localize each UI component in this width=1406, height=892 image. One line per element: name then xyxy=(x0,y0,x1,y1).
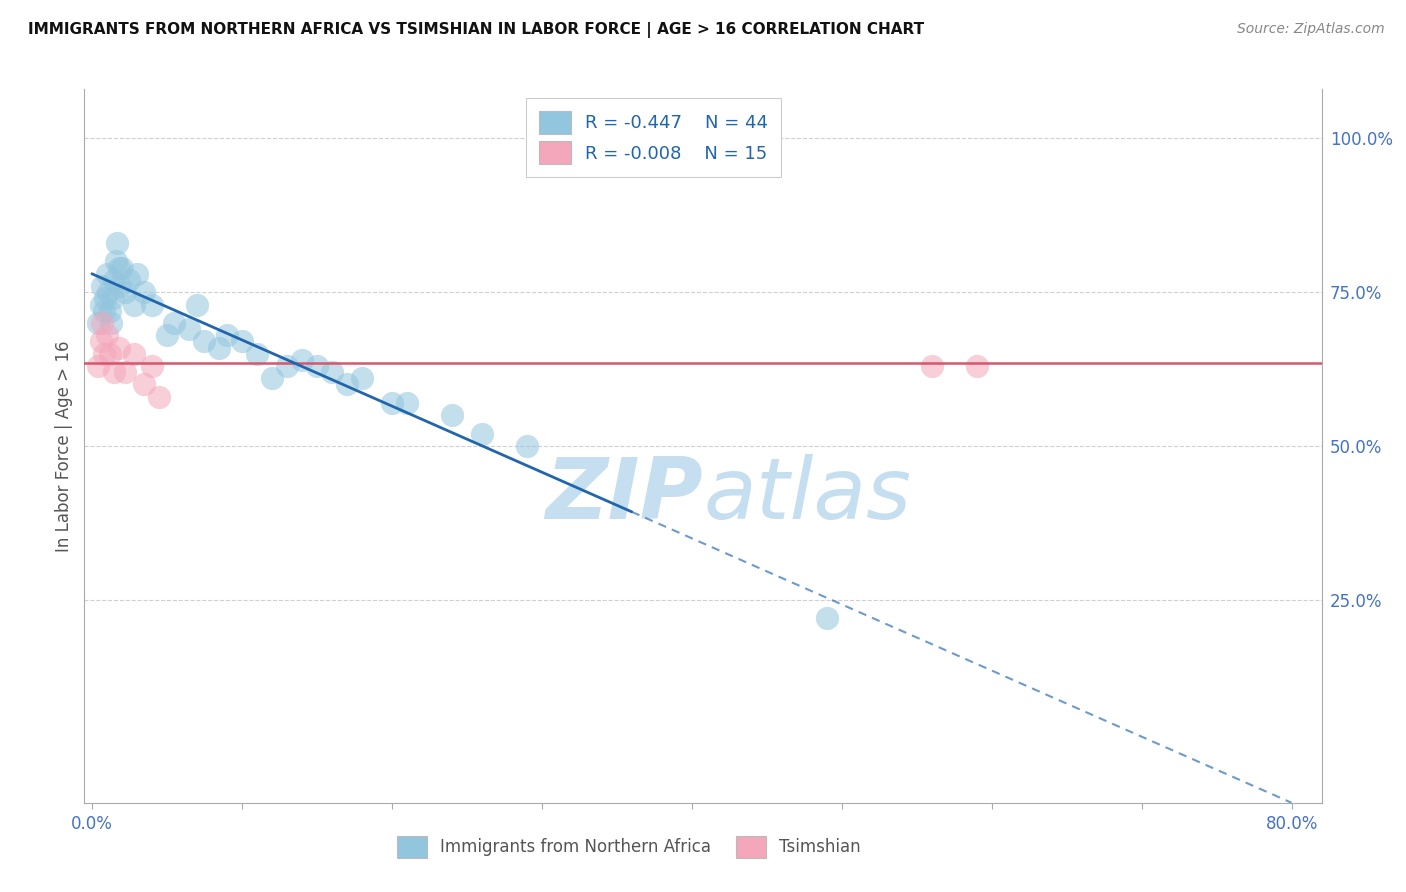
Point xyxy=(125,267,148,281)
Point xyxy=(91,316,114,330)
Point xyxy=(110,279,132,293)
Point xyxy=(208,341,231,355)
Point xyxy=(103,365,125,379)
Point xyxy=(134,377,156,392)
Point xyxy=(100,316,122,330)
Point xyxy=(193,334,215,349)
Text: ZIP: ZIP xyxy=(546,454,703,538)
Point xyxy=(305,359,328,373)
Point xyxy=(108,260,131,275)
Point xyxy=(134,285,156,300)
Text: atlas: atlas xyxy=(703,454,911,538)
Point xyxy=(114,365,136,379)
Point xyxy=(815,611,838,625)
Point xyxy=(108,341,131,355)
Point xyxy=(96,328,118,343)
Point xyxy=(87,316,110,330)
Point xyxy=(101,291,124,305)
Point xyxy=(148,390,170,404)
Point xyxy=(966,359,988,373)
Point xyxy=(94,291,117,305)
Point xyxy=(336,377,359,392)
Point xyxy=(381,396,404,410)
Point xyxy=(471,426,494,441)
Text: IMMIGRANTS FROM NORTHERN AFRICA VS TSIMSHIAN IN LABOR FORCE | AGE > 16 CORRELATI: IMMIGRANTS FROM NORTHERN AFRICA VS TSIMS… xyxy=(28,22,924,38)
Text: Source: ZipAtlas.com: Source: ZipAtlas.com xyxy=(1237,22,1385,37)
Point xyxy=(291,352,314,367)
Point xyxy=(395,396,418,410)
Point xyxy=(93,303,115,318)
Point xyxy=(246,347,269,361)
Point xyxy=(103,273,125,287)
Point xyxy=(141,359,163,373)
Point xyxy=(179,322,201,336)
Point xyxy=(93,347,115,361)
Point xyxy=(186,297,208,311)
Point xyxy=(111,260,134,275)
Point xyxy=(516,439,538,453)
Point xyxy=(122,297,145,311)
Point xyxy=(141,297,163,311)
Point xyxy=(215,328,238,343)
Point xyxy=(921,359,943,373)
Point xyxy=(90,334,112,349)
Point xyxy=(231,334,253,349)
Y-axis label: In Labor Force | Age > 16: In Labor Force | Age > 16 xyxy=(55,340,73,552)
Point xyxy=(104,254,127,268)
Point xyxy=(98,303,121,318)
Point xyxy=(87,359,110,373)
Point xyxy=(96,267,118,281)
Point xyxy=(276,359,298,373)
Point xyxy=(260,371,283,385)
Point xyxy=(440,409,463,423)
Point xyxy=(90,297,112,311)
Point xyxy=(350,371,373,385)
Legend: Immigrants from Northern Africa, Tsimshian: Immigrants from Northern Africa, Tsimshi… xyxy=(385,824,873,870)
Point xyxy=(105,235,128,250)
Point xyxy=(98,347,121,361)
Point xyxy=(122,347,145,361)
Point xyxy=(321,365,343,379)
Point xyxy=(97,285,120,300)
Point xyxy=(156,328,179,343)
Point xyxy=(163,316,186,330)
Point xyxy=(91,279,114,293)
Point xyxy=(114,285,136,300)
Point xyxy=(118,273,141,287)
